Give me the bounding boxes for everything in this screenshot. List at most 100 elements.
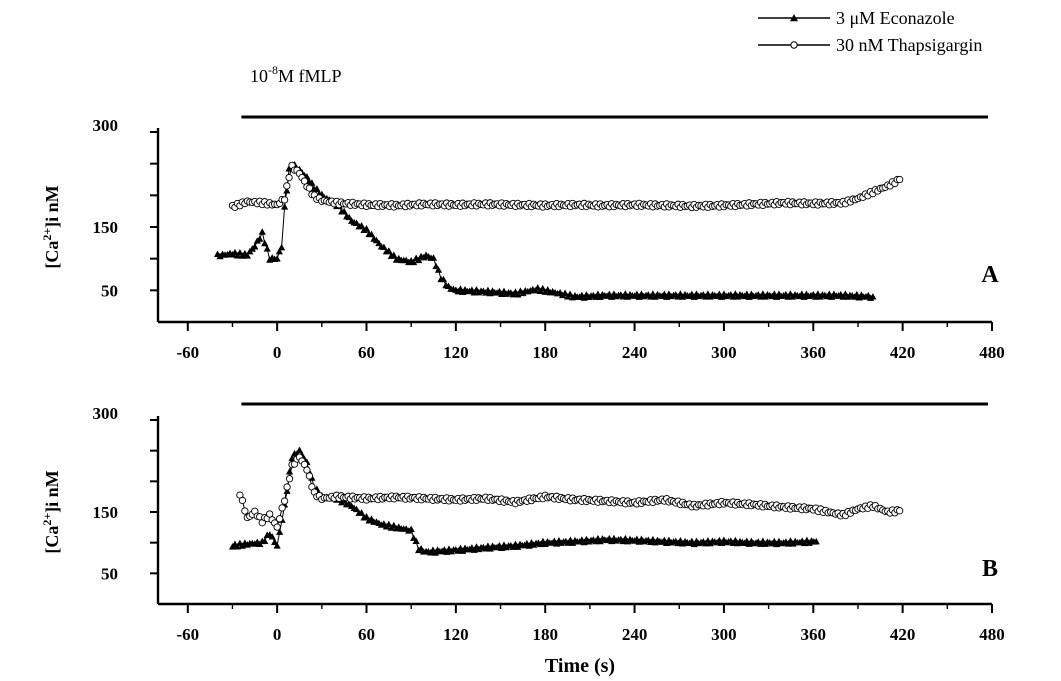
legend-triangle-marker bbox=[790, 14, 798, 22]
data-point-triangle bbox=[357, 222, 366, 229]
panel-b: -60 0 60 120 180 240 300 360 420 480 50 150 300 [Ca2+… bbox=[40, 402, 1005, 644]
x-tick-label: 480 bbox=[979, 343, 1005, 362]
y-tick-label: 150 bbox=[93, 218, 119, 237]
data-point-triangle bbox=[263, 245, 271, 252]
x-tick-label: 240 bbox=[622, 343, 648, 362]
data-point-triangle bbox=[362, 513, 371, 520]
series-triangle bbox=[213, 160, 877, 301]
data-point-triangle bbox=[308, 179, 316, 186]
x-tick-label: 240 bbox=[622, 625, 648, 644]
data-point-circle bbox=[278, 504, 286, 512]
panel-a: -60 0 60 120 180 240 300 360 420 480 50 150 300 [Ca2+… bbox=[40, 115, 1005, 362]
data-point-triangle bbox=[283, 186, 291, 194]
data-point-triangle bbox=[275, 247, 283, 255]
data-point-triangle bbox=[367, 230, 376, 238]
data-point-triangle bbox=[273, 542, 281, 549]
data-point-triangle bbox=[432, 262, 440, 270]
x-tick-label: 120 bbox=[443, 343, 469, 362]
data-point-circle bbox=[285, 475, 294, 483]
y-tick-label: 50 bbox=[101, 281, 118, 300]
series-line bbox=[239, 456, 900, 529]
data-point-circle bbox=[238, 496, 247, 505]
x-tick-label: 300 bbox=[711, 343, 737, 362]
legend-item-circle: 30 nM Thapsigargin bbox=[758, 35, 982, 55]
data-point-circle bbox=[896, 175, 904, 184]
data-point-triangle bbox=[345, 213, 353, 221]
data-point-triangle bbox=[380, 243, 388, 250]
data-point-circle bbox=[303, 466, 311, 474]
data-point-triangle bbox=[410, 258, 418, 266]
x-axis-title: Time (s) bbox=[545, 655, 615, 677]
x-tick-label: 120 bbox=[443, 625, 469, 644]
svg-text:10-8M fMLP: 10-8M fMLP bbox=[250, 63, 342, 86]
series-circle bbox=[228, 161, 904, 212]
data-point-triangle bbox=[280, 203, 289, 210]
data-point-triangle bbox=[390, 251, 398, 258]
x-tick-label: 180 bbox=[532, 343, 558, 362]
data-point-triangle bbox=[233, 543, 242, 550]
data-point-triangle bbox=[261, 537, 269, 545]
x-tick-label: 480 bbox=[979, 625, 1005, 644]
data-point-triangle bbox=[243, 252, 251, 259]
data-point-triangle bbox=[340, 207, 348, 215]
x-tick-label: 60 bbox=[358, 343, 375, 362]
stimulus-label: 10-8M fMLP bbox=[250, 63, 342, 86]
x-tick-label: 420 bbox=[890, 343, 916, 362]
data-point-triangle bbox=[261, 239, 269, 247]
x-tick-label: 0 bbox=[273, 625, 282, 644]
data-point-triangle bbox=[352, 505, 361, 513]
data-point-triangle bbox=[313, 185, 321, 192]
data-point-triangle bbox=[385, 247, 393, 254]
data-point-triangle bbox=[273, 255, 281, 262]
data-point-triangle bbox=[869, 293, 877, 300]
y-tick-label: 50 bbox=[101, 564, 118, 583]
data-point-circle bbox=[285, 173, 293, 182]
x-tick-label: 300 bbox=[711, 625, 737, 644]
data-point-triangle bbox=[812, 537, 820, 545]
legend: 3 μM Econazole 30 nM Thapsigargin bbox=[758, 8, 982, 55]
data-point-circle bbox=[241, 507, 249, 515]
x-tick-label: 180 bbox=[532, 625, 558, 644]
data-point-triangle bbox=[357, 509, 366, 516]
x-tick-label: 0 bbox=[273, 343, 282, 362]
data-point-circle bbox=[280, 196, 289, 204]
data-point-circle bbox=[280, 497, 289, 505]
legend-item-triangle: 3 μM Econazole bbox=[758, 8, 955, 28]
x-tick-label: 420 bbox=[890, 625, 916, 644]
data-point-triangle bbox=[412, 537, 420, 545]
y-axis-label: [Ca2+]i nM bbox=[40, 185, 62, 268]
y-tick-label: 150 bbox=[93, 503, 119, 522]
legend-circle-marker bbox=[790, 41, 798, 49]
x-tick-label: 60 bbox=[358, 625, 375, 644]
data-point-triangle bbox=[407, 525, 415, 533]
data-point-triangle bbox=[276, 528, 284, 535]
series-line bbox=[217, 163, 874, 299]
data-point-triangle bbox=[434, 266, 443, 273]
series-circle bbox=[236, 453, 904, 531]
data-point-triangle bbox=[295, 446, 304, 453]
data-point-circle bbox=[275, 515, 284, 523]
panel-letter: B bbox=[982, 556, 998, 582]
data-point-triangle bbox=[256, 235, 264, 242]
x-tick-label: 360 bbox=[801, 625, 827, 644]
data-point-circle bbox=[305, 472, 314, 480]
y-tick-label: 300 bbox=[93, 404, 119, 423]
data-point-circle bbox=[305, 184, 314, 192]
data-point-circle bbox=[273, 523, 281, 531]
data-point-triangle bbox=[362, 224, 371, 232]
panel-letter: A bbox=[981, 262, 999, 288]
data-point-triangle bbox=[251, 242, 259, 250]
data-point-triangle bbox=[285, 468, 294, 475]
legend-label: 30 nM Thapsigargin bbox=[836, 35, 982, 55]
data-point-circle bbox=[283, 182, 291, 190]
data-point-triangle bbox=[258, 228, 266, 235]
data-point-triangle bbox=[429, 254, 438, 261]
data-point-circle bbox=[896, 507, 904, 515]
x-tick-label: -60 bbox=[176, 625, 199, 644]
data-point-triangle bbox=[278, 243, 286, 251]
data-point-circle bbox=[283, 483, 291, 491]
legend-label: 3 μM Econazole bbox=[836, 8, 955, 28]
data-point-triangle bbox=[268, 533, 276, 540]
data-point-triangle bbox=[415, 256, 423, 264]
